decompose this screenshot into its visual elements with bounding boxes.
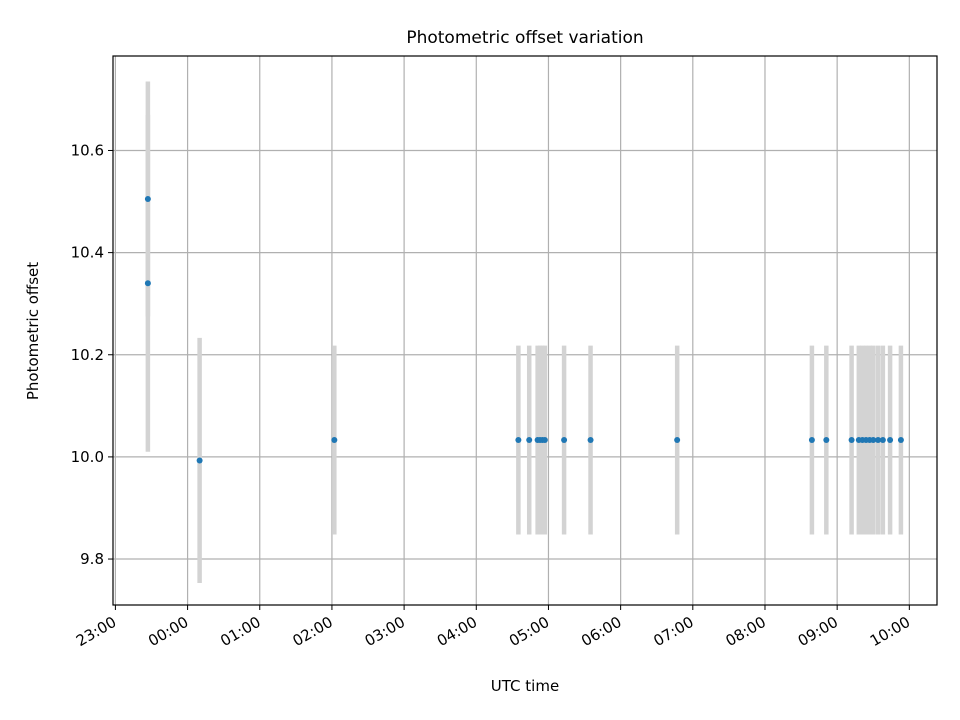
- y-tick-label: 9.8: [80, 550, 104, 568]
- data-point: [144, 195, 151, 202]
- x-axis-ticks: 23:00 00:00 01:00 02:00 03:00 04:00 05:00 06:00…: [73, 605, 913, 650]
- y-tick-label: 10.4: [71, 244, 104, 262]
- data-point: [879, 437, 886, 444]
- y-axis-ticks: 9.8 10.0 10.2 10.4 10.6: [71, 141, 113, 568]
- data-point: [196, 457, 203, 464]
- data-point: [887, 437, 894, 444]
- data-point: [331, 437, 338, 444]
- y-tick-label: 10.2: [71, 346, 104, 364]
- data-point: [823, 437, 830, 444]
- data-point: [897, 437, 904, 444]
- plot-frame: [112, 55, 938, 606]
- error-bars: [145, 81, 904, 584]
- x-tick-label: 08:00: [723, 613, 769, 650]
- x-tick-label: 23:00: [73, 613, 119, 650]
- data-point: [144, 280, 151, 287]
- chart-title: Photometric offset variation: [406, 28, 643, 48]
- data-point: [541, 437, 548, 444]
- data-point: [875, 437, 882, 444]
- data-point: [848, 437, 855, 444]
- data-point: [561, 437, 568, 444]
- x-tick-label: 05:00: [506, 613, 552, 650]
- y-axis-label: Photometric offset: [24, 262, 42, 400]
- x-tick-label: 07:00: [650, 613, 696, 650]
- x-axis-label: UTC time: [491, 677, 559, 695]
- x-tick-label: 09:00: [795, 613, 841, 650]
- data-point: [515, 437, 522, 444]
- data-point: [587, 437, 594, 444]
- data-point: [526, 437, 533, 444]
- grid: [113, 56, 937, 605]
- data-point: [674, 437, 681, 444]
- x-tick-label: 06:00: [578, 613, 624, 650]
- x-tick-label: 02:00: [289, 613, 335, 650]
- data-point: [870, 437, 877, 444]
- data-points: [144, 195, 904, 464]
- x-tick-label: 04:00: [434, 613, 480, 650]
- y-tick-label: 10.0: [71, 448, 104, 466]
- data-point: [808, 437, 815, 444]
- x-tick-label: 10:00: [867, 613, 913, 650]
- y-tick-label: 10.6: [71, 141, 104, 159]
- x-tick-label: 00:00: [145, 613, 191, 650]
- x-tick-label: 03:00: [362, 613, 408, 650]
- x-tick-label: 01:00: [217, 613, 263, 650]
